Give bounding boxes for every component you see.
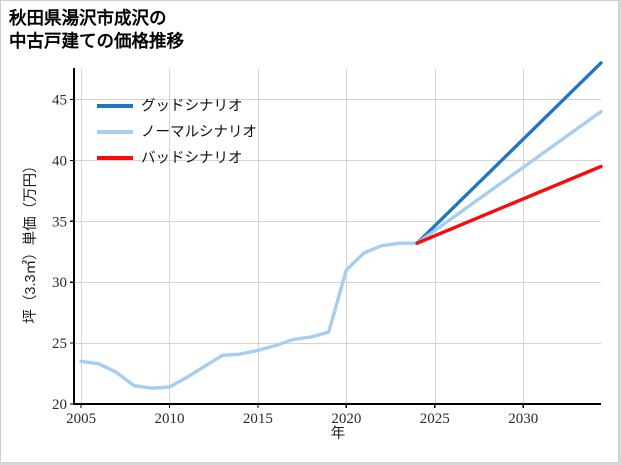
- series-line: [79, 241, 419, 390]
- legend-label: ノーマルシナリオ: [141, 124, 257, 140]
- page-title: 秋田県湯沢市成沢の 中古戸建ての価格推移: [9, 8, 184, 52]
- series-layer: [79, 61, 603, 390]
- grid-layer: [74, 69, 601, 404]
- y-tick-label: 30: [52, 275, 67, 291]
- series-line: [415, 164, 603, 245]
- x-tick-label: 2015: [243, 411, 273, 427]
- x-tick-label: 2010: [154, 411, 184, 427]
- legend-label: バッドシナリオ: [141, 150, 243, 166]
- x-tick-label: 2025: [420, 411, 450, 427]
- y-axis-label: 坪（3.3㎡）単価（万円）: [22, 158, 39, 323]
- x-axis-label: 年: [331, 425, 346, 442]
- y-tick-label: 25: [52, 336, 67, 352]
- y-tick-label: 20: [52, 397, 67, 413]
- y-tick-label: 45: [52, 92, 67, 108]
- x-tick-label: 2005: [66, 411, 96, 427]
- axes-layer: [70, 68, 601, 408]
- x-tick-label: 2020: [331, 411, 361, 427]
- y-tick-label: 35: [52, 214, 67, 230]
- legend-label: グッドシナリオ: [141, 97, 243, 114]
- series-line: [415, 109, 603, 245]
- x-tick-label: 2030: [508, 411, 538, 427]
- y-tick-label: 40: [52, 153, 67, 169]
- series-line: [415, 61, 603, 245]
